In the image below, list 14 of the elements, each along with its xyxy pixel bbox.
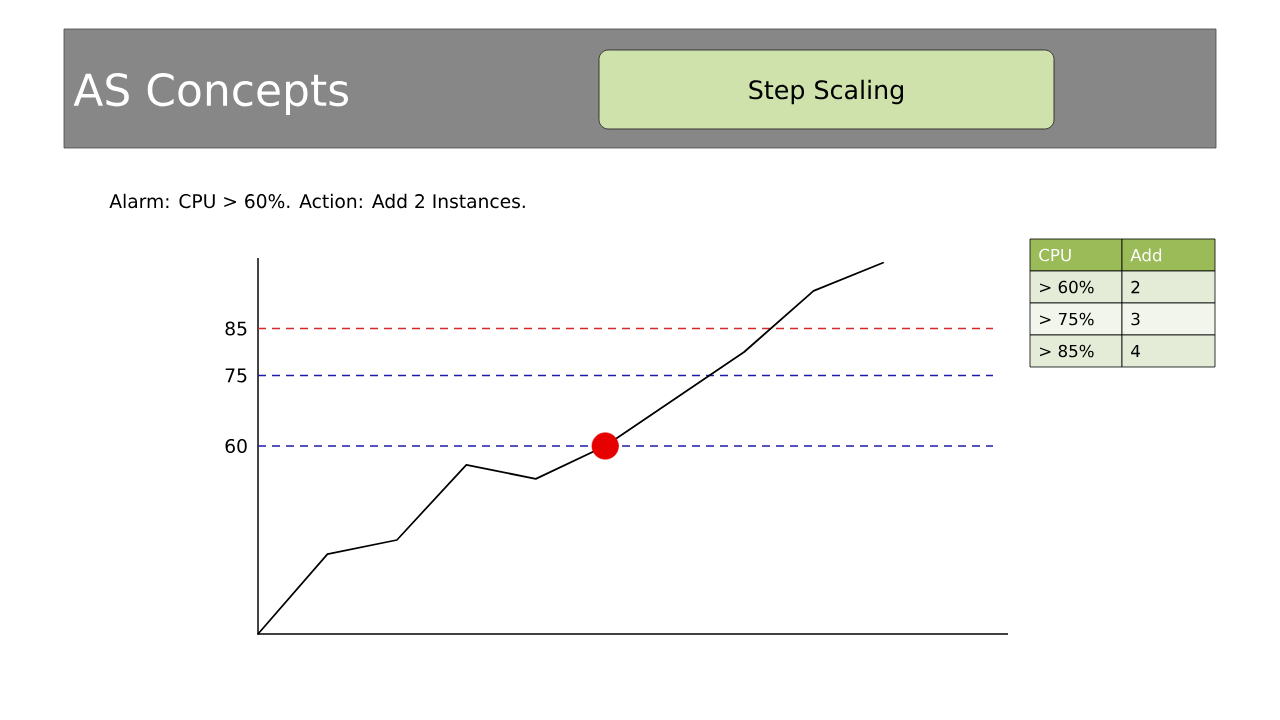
y-tick-label: 60	[225, 438, 247, 454]
text: Add	[1130, 248, 1162, 262]
text: Alarm: CPU > 60%. Action: Add 2 Instances.	[109, 193, 525, 209]
y-tick-label: 75	[225, 368, 247, 383]
text: > 85%	[1040, 344, 1094, 358]
chart-subtitle: Step Scaling	[749, 79, 903, 105]
text: CPU	[1039, 248, 1071, 262]
text: 3	[1131, 312, 1140, 326]
text: 2	[1131, 280, 1140, 294]
text: 4	[1131, 344, 1140, 358]
text: > 75%	[1040, 312, 1094, 326]
chart-title: AS Concepts	[73, 73, 349, 115]
y-tick-label: 85	[225, 321, 247, 336]
text: > 60%	[1040, 280, 1094, 294]
